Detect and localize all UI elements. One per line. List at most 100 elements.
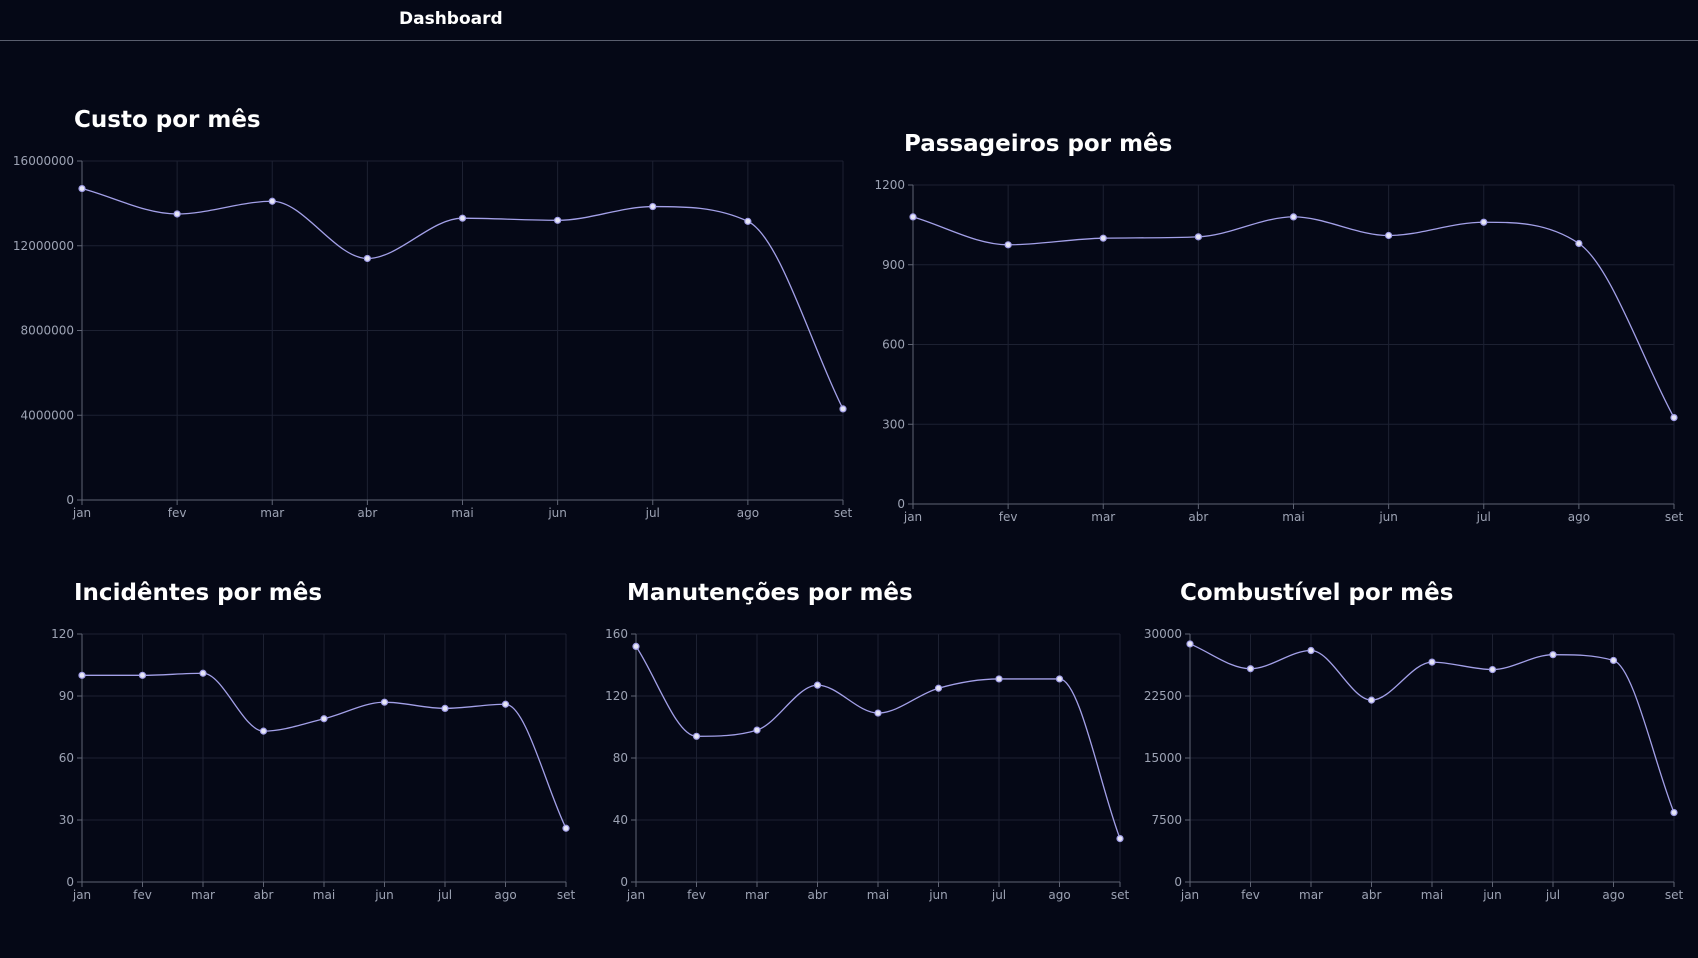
- x-tick-label: jun: [928, 888, 948, 902]
- data-point-mai[interactable]: [458, 214, 467, 222]
- chart-passageiros: 0 300 600 900 1200 jan fev mar abr mai jun jul ago se…: [874, 178, 1683, 524]
- x-tick-label: jan: [72, 888, 91, 902]
- y-tick-label: 0: [66, 493, 74, 507]
- data-point-fev[interactable]: [1246, 665, 1255, 673]
- y-tick-label: 0: [897, 497, 905, 511]
- data-point-set[interactable]: [1670, 414, 1678, 422]
- y-tick-label: 60: [59, 751, 74, 765]
- data-point-jun[interactable]: [554, 216, 562, 224]
- data-point-jul[interactable]: [1480, 218, 1488, 226]
- y-tick-label: 0: [66, 875, 74, 889]
- x-tick-label: mar: [1091, 510, 1115, 524]
- x-tick-label: mai: [1282, 510, 1304, 524]
- dashboard-brand-link[interactable]: Dashboard: [399, 9, 503, 29]
- data-point-fev[interactable]: [1004, 241, 1012, 249]
- data-point-mar[interactable]: [1307, 646, 1315, 655]
- x-tick-label: mar: [191, 888, 215, 902]
- data-point-mai[interactable]: [874, 709, 882, 717]
- data-point-set[interactable]: [1116, 835, 1124, 843]
- x-tick-label: mar: [745, 888, 769, 902]
- y-tick-label: 0: [1174, 875, 1182, 889]
- data-point-ago[interactable]: [744, 217, 752, 225]
- y-tick-label: 120: [51, 627, 74, 641]
- x-tick-label: ago: [1048, 888, 1070, 902]
- x-tick-label: abr: [357, 506, 377, 520]
- x-tick-label: abr: [1188, 510, 1208, 524]
- data-point-fev[interactable]: [173, 210, 181, 218]
- data-point-mai[interactable]: [1289, 213, 1298, 221]
- x-tick-label: ago: [1602, 888, 1624, 902]
- data-point-abr[interactable]: [363, 254, 371, 263]
- data-point-ago[interactable]: [1609, 656, 1618, 665]
- x-tick-label: fev: [1241, 888, 1260, 902]
- data-point-fev[interactable]: [138, 671, 147, 679]
- chart-manutencoes: 0 40 80 120 160 jan fev mar abr mai jun jul ago set: [605, 627, 1129, 902]
- data-point-mar[interactable]: [1099, 234, 1107, 242]
- data-point-jan[interactable]: [1186, 640, 1194, 648]
- x-tick-label: fev: [687, 888, 706, 902]
- data-point-ago[interactable]: [501, 700, 510, 708]
- data-point-set[interactable]: [562, 824, 570, 832]
- y-tick-label: 8000000: [21, 324, 74, 338]
- x-tick-label: mar: [1299, 888, 1323, 902]
- y-tick-label: 80: [613, 751, 628, 765]
- data-point-set[interactable]: [839, 405, 847, 413]
- data-point-mai[interactable]: [1428, 658, 1436, 666]
- x-tick-label: mar: [260, 506, 284, 520]
- data-point-abr[interactable]: [1367, 696, 1376, 704]
- x-tick-label: jun: [1378, 510, 1398, 524]
- x-tick-label: jul: [991, 888, 1006, 902]
- y-tick-label: 160: [605, 627, 628, 641]
- x-tick-label: fev: [168, 506, 187, 520]
- data-point-abr[interactable]: [813, 681, 822, 689]
- data-point-jan[interactable]: [909, 213, 917, 221]
- data-point-fev[interactable]: [692, 732, 701, 740]
- x-tick-label: mai: [451, 506, 473, 520]
- data-point-jun[interactable]: [1488, 665, 1497, 674]
- x-tick-label: jul: [645, 506, 660, 520]
- data-point-jan[interactable]: [78, 671, 86, 679]
- data-point-abr[interactable]: [259, 727, 268, 735]
- data-point-set[interactable]: [1670, 808, 1678, 817]
- data-point-mai[interactable]: [320, 715, 328, 723]
- chart-combustivel: 0 7500 15000 22500 30000 jan fev mar abr mai jun ju…: [1144, 627, 1684, 902]
- x-tick-label: jul: [1545, 888, 1560, 902]
- chart-title-manutencoes: Manutenções por mês: [627, 580, 913, 606]
- data-point-ago[interactable]: [1055, 675, 1064, 683]
- y-tick-label: 900: [882, 258, 905, 272]
- x-tick-label: fev: [999, 510, 1018, 524]
- x-tick-label: fev: [133, 888, 152, 902]
- data-point-mar[interactable]: [753, 726, 761, 734]
- data-point-jun[interactable]: [380, 698, 389, 706]
- x-tick-label: abr: [254, 888, 274, 902]
- data-point-jul[interactable]: [649, 202, 657, 211]
- x-tick-label: abr: [808, 888, 828, 902]
- y-tick-label: 30000: [1144, 627, 1182, 641]
- x-tick-label: set: [1111, 888, 1130, 902]
- data-point-abr[interactable]: [1194, 233, 1202, 241]
- x-tick-label: jan: [903, 510, 922, 524]
- x-tick-label: set: [1665, 510, 1684, 524]
- data-point-jan[interactable]: [78, 184, 86, 193]
- x-tick-label: mai: [313, 888, 335, 902]
- data-point-jul[interactable]: [1549, 651, 1557, 659]
- x-tick-label: ago: [737, 506, 759, 520]
- data-point-jul[interactable]: [995, 675, 1003, 683]
- data-point-jun[interactable]: [934, 684, 943, 692]
- y-tick-label: 16000000: [13, 154, 74, 168]
- chart-custo: 0 4000000 8000000 12000000 16000000 jan fev mar…: [13, 154, 853, 520]
- data-point-jul[interactable]: [441, 704, 449, 713]
- y-tick-label: 300: [882, 417, 905, 431]
- data-point-jan[interactable]: [632, 642, 640, 650]
- x-tick-label: jun: [1482, 888, 1502, 902]
- top-navbar: Dashboard: [0, 0, 1698, 41]
- data-point-ago[interactable]: [1575, 239, 1583, 248]
- chart-incidentes: 0 30 60 90 120 jan fev mar abr mai jun jul ago set: [51, 627, 575, 902]
- y-tick-label: 15000: [1144, 751, 1182, 765]
- y-tick-label: 1200: [874, 178, 905, 192]
- x-tick-label: jan: [72, 506, 91, 520]
- data-point-mar[interactable]: [268, 197, 276, 205]
- y-tick-label: 22500: [1144, 689, 1182, 703]
- data-point-jun[interactable]: [1385, 231, 1393, 240]
- data-point-mar[interactable]: [199, 669, 207, 677]
